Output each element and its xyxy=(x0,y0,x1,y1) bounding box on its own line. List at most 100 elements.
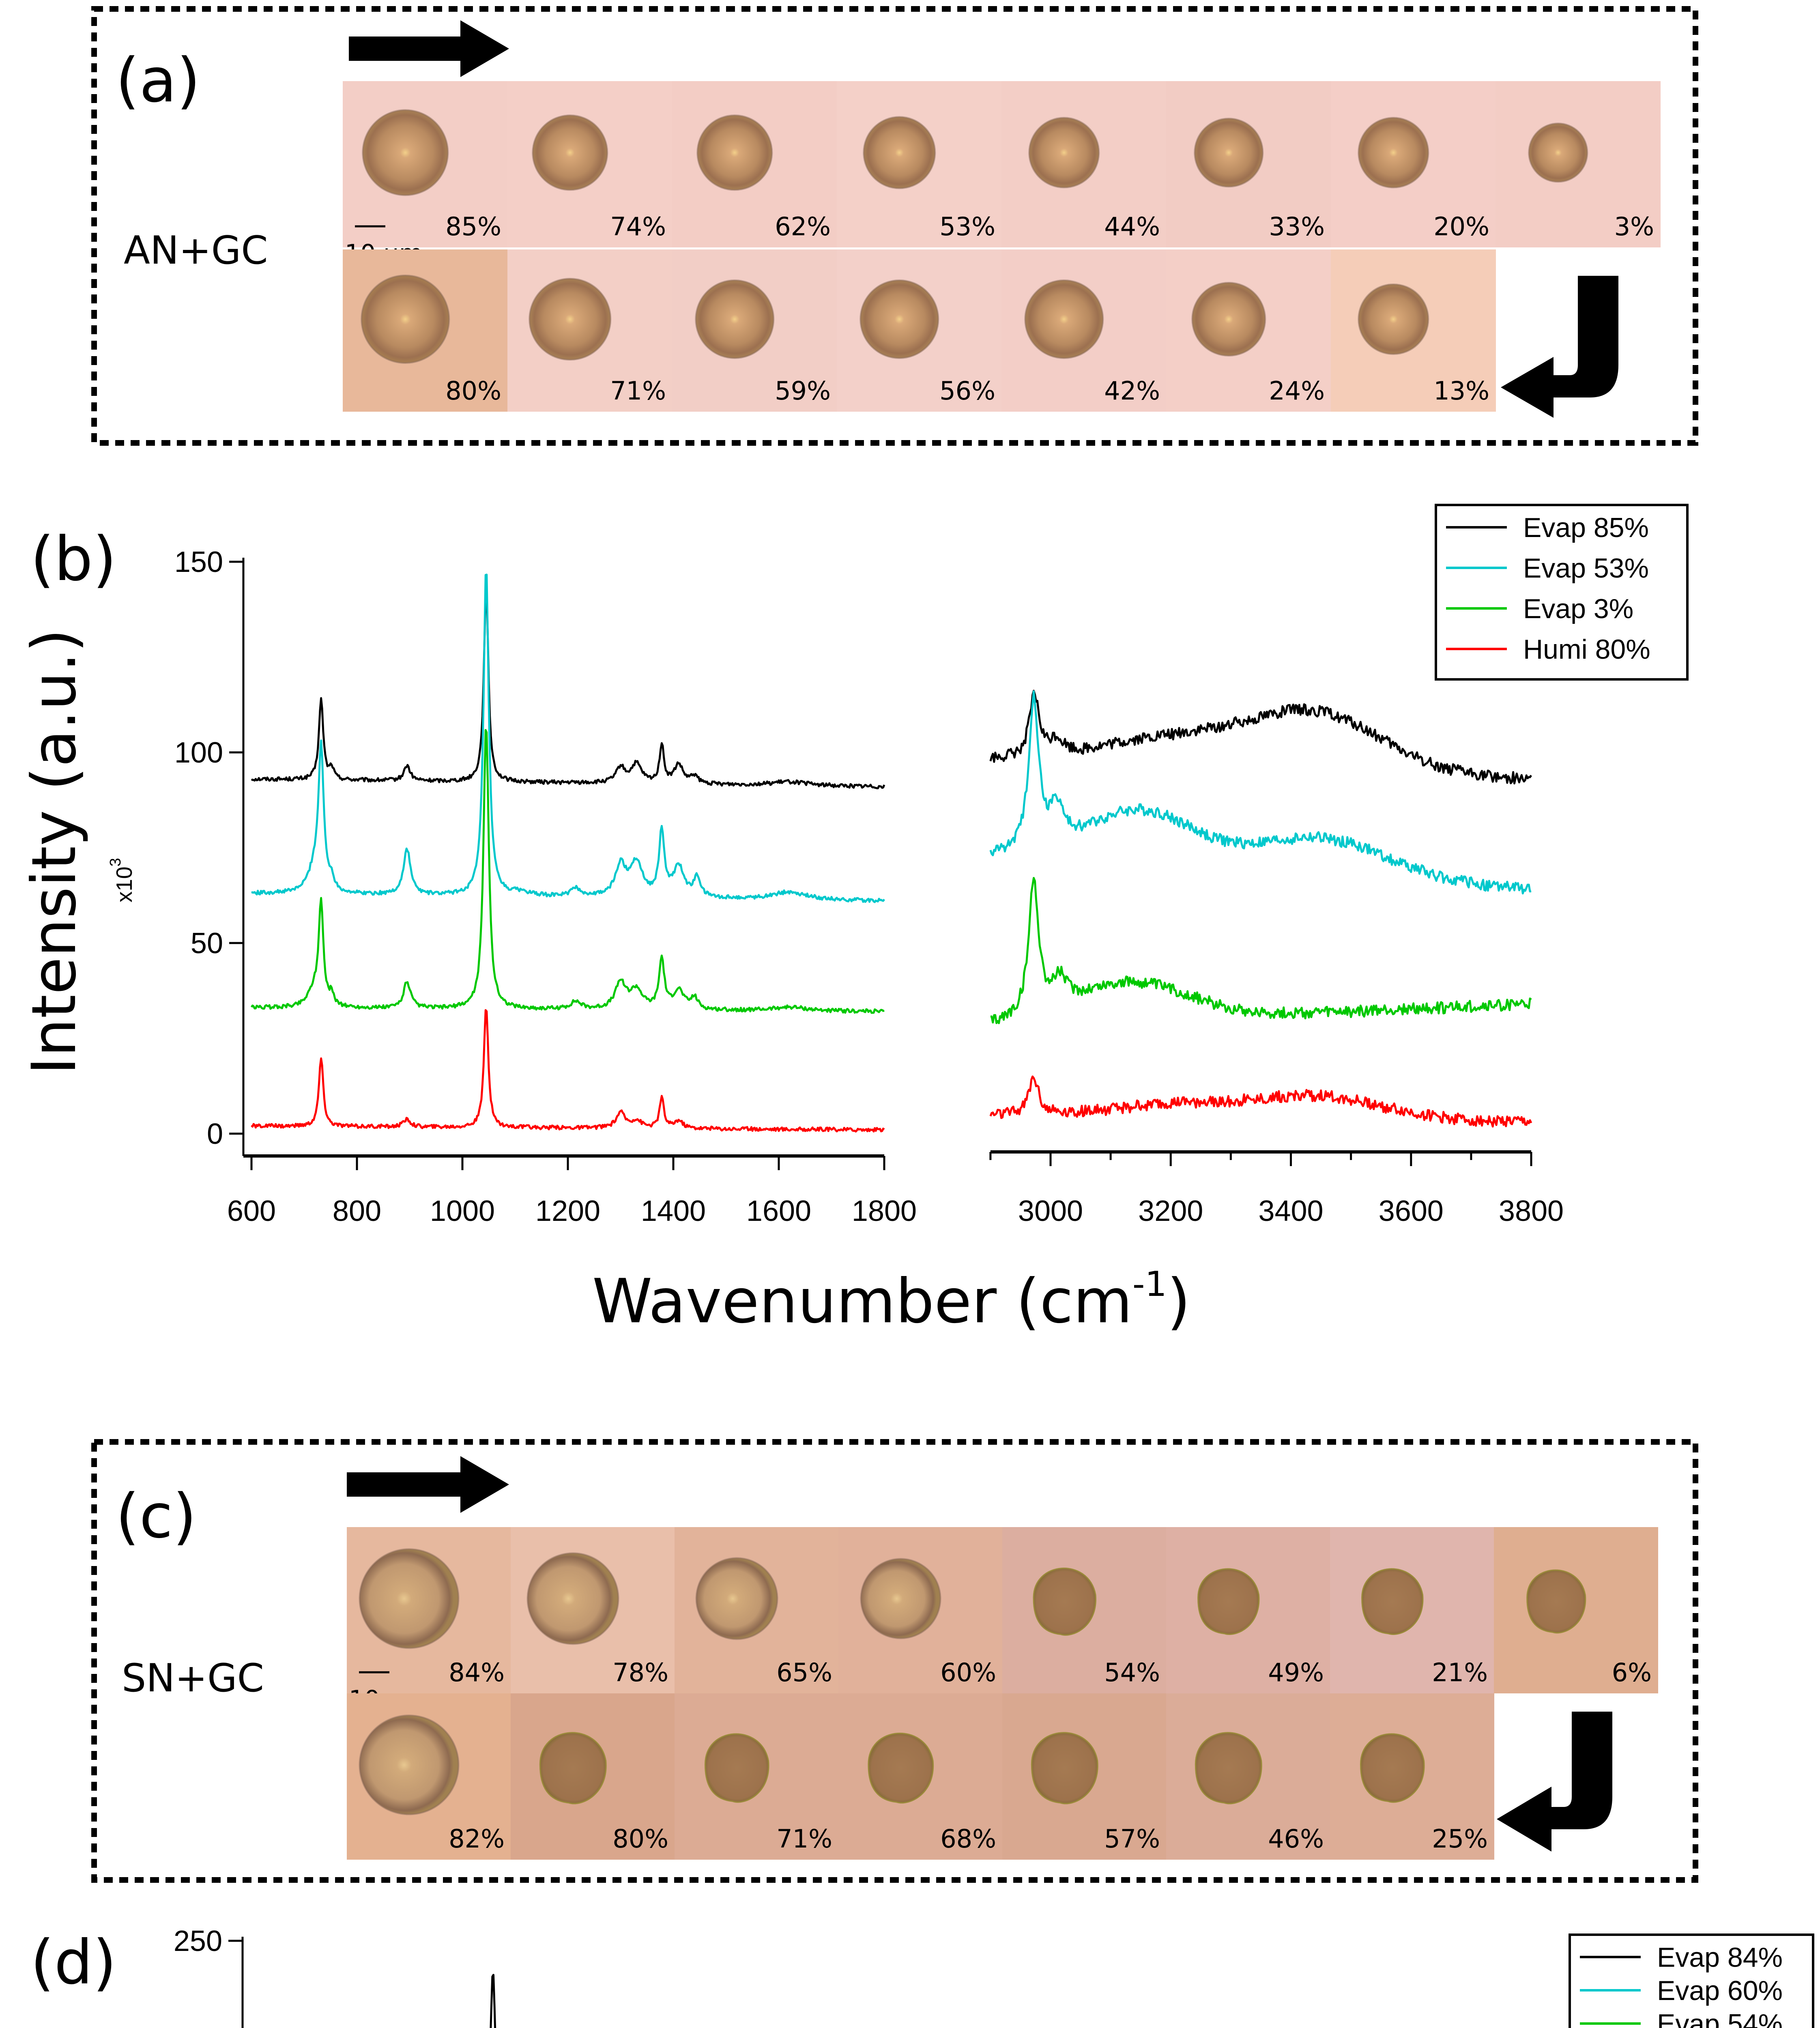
liquid-droplet xyxy=(532,114,608,191)
svg-text:x103: x103 xyxy=(107,858,137,902)
series-line-evap-3--left xyxy=(250,729,885,1014)
rh-label: 56% xyxy=(939,376,995,406)
droplet-image-cell: 24% xyxy=(1166,249,1331,412)
right-arrow-icon xyxy=(347,1456,509,1513)
legend-item: Humi 80% xyxy=(1446,634,1650,665)
panel-a-sample-label: AN+GC xyxy=(124,228,268,273)
liquid-droplet xyxy=(359,1714,460,1815)
droplet-image-cell: 56% xyxy=(837,249,1002,412)
series-line-evap-84--left xyxy=(490,1974,496,2028)
rh-label: 60% xyxy=(940,1658,996,1687)
panel-b-y-multiplier: x103 xyxy=(107,858,137,902)
legend-item: Evap 54% xyxy=(1580,2009,1783,2028)
solid-particle xyxy=(1197,1568,1260,1635)
return-arrow-icon xyxy=(1497,1712,1612,1852)
rh-label: 68% xyxy=(940,1824,996,1854)
droplet-image-cell: 80% xyxy=(343,249,508,412)
rh-label: 25% xyxy=(1432,1824,1488,1854)
liquid-droplet xyxy=(529,278,612,361)
legend-label: Evap 60% xyxy=(1657,1975,1783,2006)
series-line-humi-80--right xyxy=(989,1075,1532,1128)
rh-label: 3% xyxy=(1614,212,1654,241)
x-tick-label: 3600 xyxy=(1379,1195,1444,1227)
droplet-image-cell: 49% xyxy=(1166,1527,1330,1693)
rh-label: 84% xyxy=(449,1658,505,1687)
liquid-droplet xyxy=(863,116,936,189)
droplet-image-cell: 74% xyxy=(507,81,673,247)
solid-particle xyxy=(1031,1732,1098,1805)
panel-d-legend: Evap 84%Evap 60%Evap 54%Evap 6%Humi 80%H… xyxy=(1569,1933,1814,2028)
x-tick-label: 3400 xyxy=(1258,1195,1323,1227)
liquid-droplet xyxy=(1528,122,1588,183)
rh-label: 21% xyxy=(1432,1658,1488,1687)
droplet-image-cell: 3% xyxy=(1496,81,1661,247)
rh-label: 53% xyxy=(939,212,995,241)
rh-label: 82% xyxy=(449,1824,505,1854)
rh-label: 80% xyxy=(612,1824,668,1854)
x-tick-label: 1000 xyxy=(430,1195,495,1227)
rh-label: 85% xyxy=(445,212,501,241)
droplet-image-cell: 46% xyxy=(1166,1693,1330,1860)
y-tick-label: 100 xyxy=(174,737,223,769)
rh-label: 71% xyxy=(776,1824,832,1854)
panel-b-series-right xyxy=(989,690,1532,1128)
droplet-image-cell: 54% xyxy=(1002,1527,1167,1693)
x-tick-label: 1200 xyxy=(535,1195,600,1227)
liquid-droplet xyxy=(1028,117,1100,189)
rh-label: 49% xyxy=(1268,1658,1324,1687)
series-line-humi-80--left xyxy=(251,1009,885,1133)
solid-particle xyxy=(1195,1732,1262,1805)
liquid-droplet xyxy=(695,1557,778,1640)
legend-item: Evap 53% xyxy=(1446,553,1649,584)
legend-item: Evap 85% xyxy=(1446,512,1649,543)
y-multiplier-base: x10 xyxy=(112,866,137,902)
liquid-droplet xyxy=(1194,118,1264,188)
legend-item: Evap 84% xyxy=(1580,1942,1783,1973)
x-tick-label: 1600 xyxy=(746,1195,811,1227)
rh-label: 71% xyxy=(610,376,666,406)
rh-label: 65% xyxy=(776,1658,832,1687)
panel-a-row1: 85%10 µm 74% 62% 53% 44% 33% 20% 3% xyxy=(343,81,1661,268)
droplet-image-cell: 62% xyxy=(672,81,837,247)
panel-b-raman-spectra: (b) Intensity (a.u.) x103 0 50 100 150 600 80… xyxy=(19,504,1689,1337)
liquid-droplet xyxy=(860,279,939,359)
rh-label: 42% xyxy=(1104,376,1160,406)
droplet-image-cell: 60% xyxy=(838,1527,1003,1693)
x-tick-label: 1400 xyxy=(641,1195,706,1227)
return-arrow-icon xyxy=(1501,276,1618,418)
rh-label: 33% xyxy=(1269,212,1325,241)
droplet-image-cell: 59% xyxy=(672,249,837,412)
x-tick-label: 600 xyxy=(227,1195,276,1227)
series-line-evap-85--left xyxy=(251,589,885,789)
y-tick-label: 150 xyxy=(174,546,223,578)
droplet-image-cell: 71% xyxy=(675,1693,839,1860)
panel-a-dashed-border xyxy=(91,6,1698,446)
series-line-evap-53--left xyxy=(251,574,885,903)
panel-d-label: (d) xyxy=(30,1927,116,1998)
droplet-image-cell: 85%10 µm xyxy=(343,81,508,268)
droplet-image-cell: 78% xyxy=(511,1527,675,1693)
droplet-image-cell: 57% xyxy=(1002,1693,1167,1860)
legend-label: Evap 85% xyxy=(1523,512,1649,543)
legend-label: Evap 3% xyxy=(1523,593,1633,624)
rh-label: 46% xyxy=(1268,1824,1324,1854)
solid-particle xyxy=(1526,1569,1586,1634)
panel-a-label: (a) xyxy=(116,45,200,116)
panel-b-series-left xyxy=(250,574,885,1133)
droplet-image-cell: 20% xyxy=(1331,81,1496,247)
panel-a-droplet-images: (a) AN+GC 85%10 µm 74% 62% 53% 44% 33% 20% 3% 8… xyxy=(91,6,1698,446)
legend-label: Evap 54% xyxy=(1657,2009,1783,2028)
rh-label: 13% xyxy=(1433,376,1489,406)
droplet-image-cell: 42% xyxy=(1001,249,1167,412)
panel-c-row1: 84%10 µm 78% 65% 60% 54% 49% 21% 6% xyxy=(347,1527,1658,1714)
legend-item: Evap 60% xyxy=(1580,1975,1783,2006)
solid-particle xyxy=(1033,1567,1096,1636)
liquid-droplet xyxy=(1358,117,1429,189)
legend-label: Evap 53% xyxy=(1523,553,1649,584)
panel-b-label: (b) xyxy=(30,524,116,595)
y-tick-label: 250 xyxy=(174,1925,222,1957)
series-line-evap-53--right xyxy=(989,690,1532,895)
series-line-evap-3--right xyxy=(990,877,1532,1025)
liquid-droplet xyxy=(1358,284,1429,355)
liquid-droplet xyxy=(695,279,775,359)
